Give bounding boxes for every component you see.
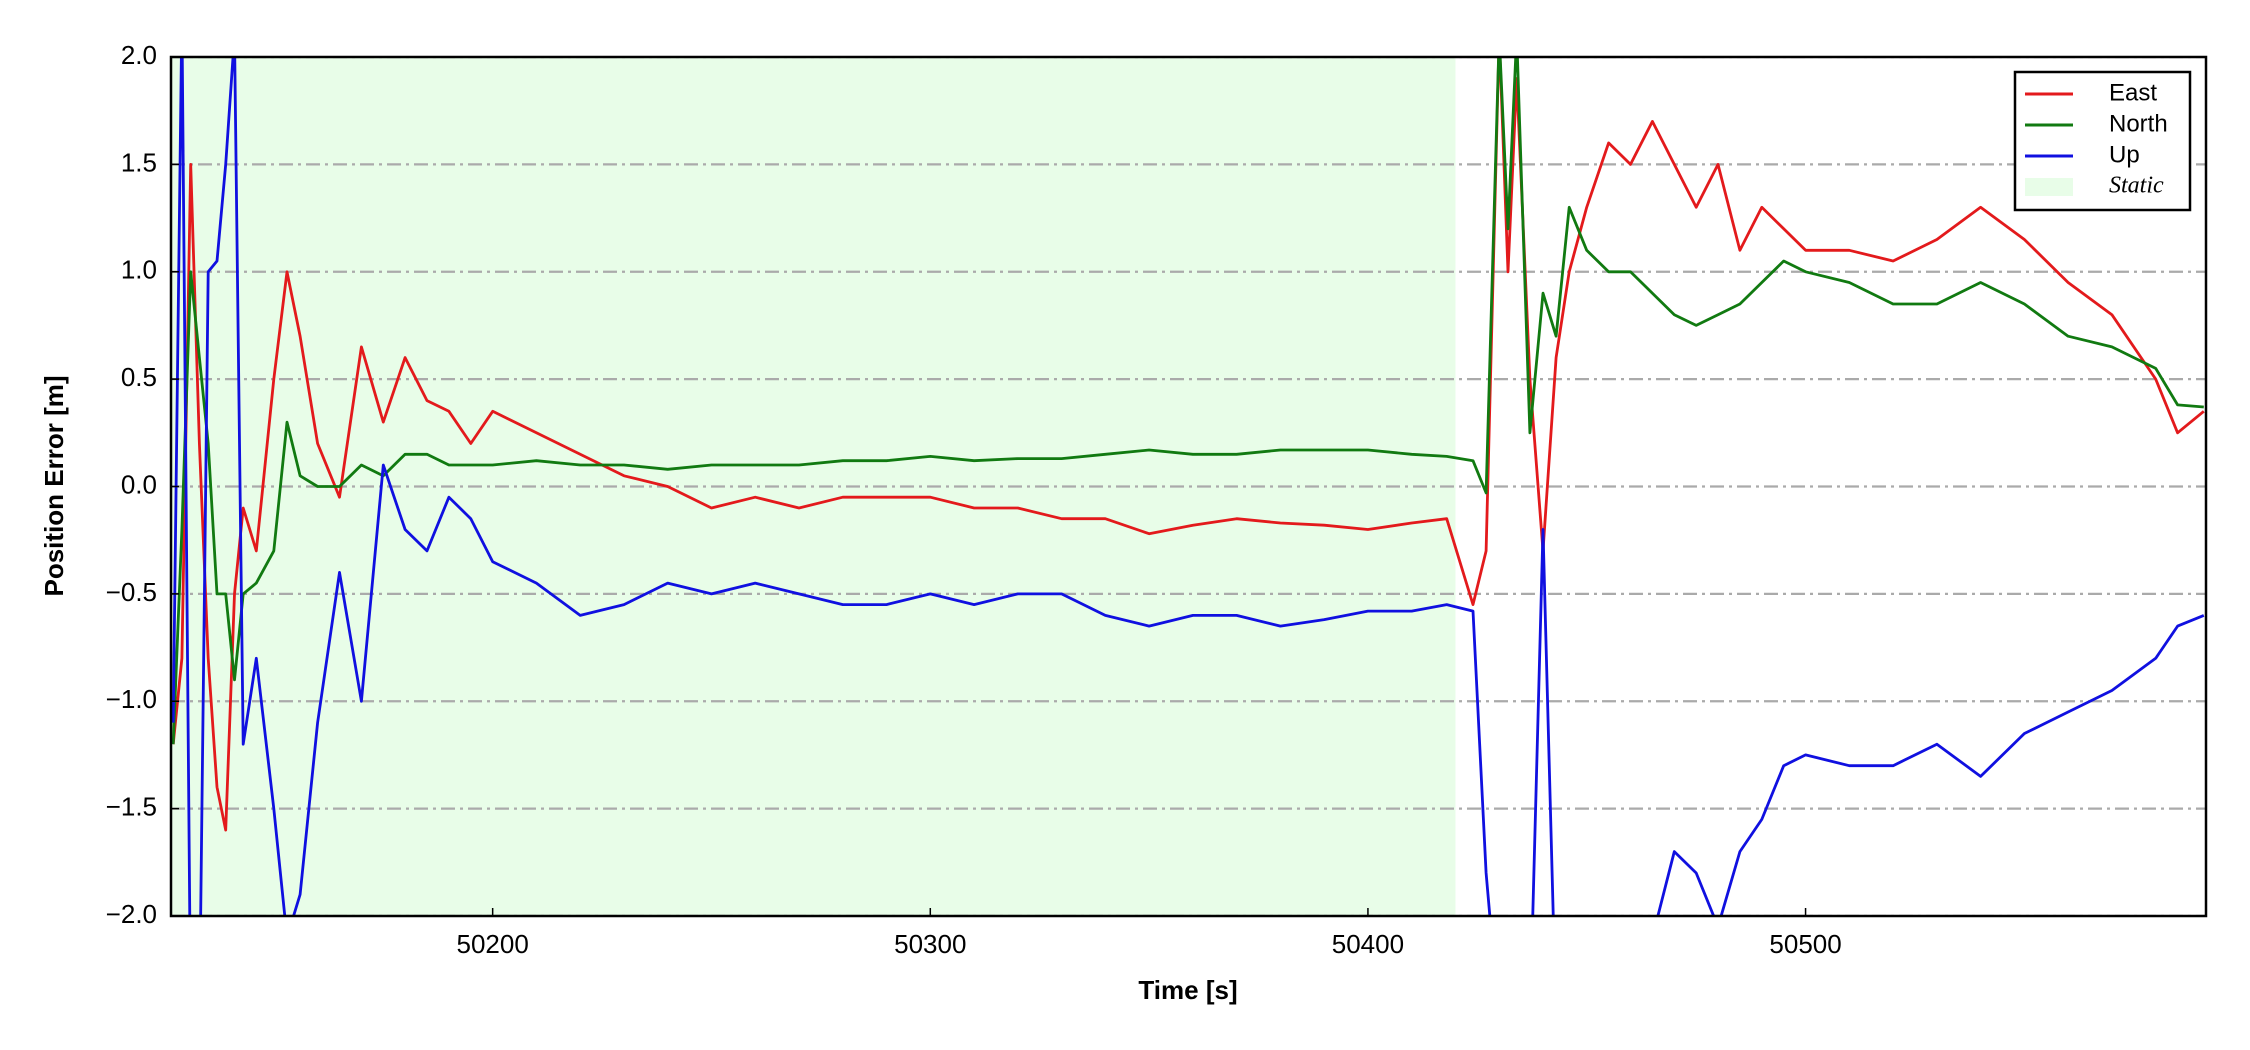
x-tick-label: 50200 xyxy=(457,929,529,959)
y-tick-label: −0.5 xyxy=(106,577,157,607)
legend-swatch xyxy=(2025,178,2073,196)
y-tick-label: −2.0 xyxy=(106,899,157,929)
plot-area xyxy=(171,57,2206,916)
legend-label: North xyxy=(2109,110,2168,137)
legend-label: Up xyxy=(2109,141,2140,168)
y-tick-label: 1.5 xyxy=(121,147,157,177)
y-tick-label: 1.0 xyxy=(121,255,157,285)
plot-frame xyxy=(169,55,2208,918)
y-tick-label: 0.5 xyxy=(121,362,157,392)
legend-label: Static xyxy=(2109,173,2164,199)
x-tick-label: 50400 xyxy=(1332,929,1404,959)
series-line xyxy=(171,57,2205,916)
x-tick-label: 50300 xyxy=(894,929,966,959)
series-line xyxy=(171,57,2205,832)
y-tick-label: −1.0 xyxy=(106,684,157,714)
y-tick-label: 0.0 xyxy=(121,469,157,499)
y-tick-label: 2.0 xyxy=(121,40,157,70)
y-tick-label: −1.5 xyxy=(106,792,157,822)
y-axis-label: Position Error [m] xyxy=(39,375,69,596)
x-axis-label: Time [s] xyxy=(1138,975,1237,1005)
legend-label: East xyxy=(2109,79,2157,106)
x-tick-label: 50500 xyxy=(1769,929,1841,959)
series-line xyxy=(171,57,2204,745)
